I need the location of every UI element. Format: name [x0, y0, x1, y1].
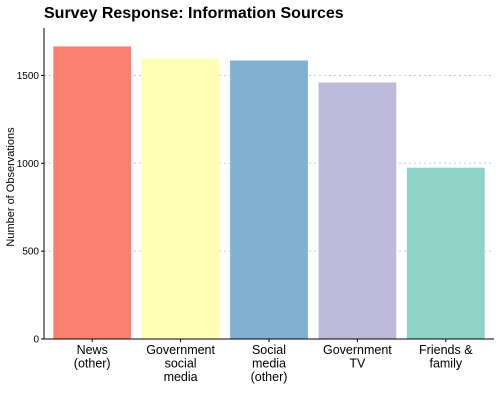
y-tick-label: 500: [22, 247, 39, 258]
y-tick-label: 1500: [17, 71, 40, 82]
bar: [318, 82, 397, 339]
y-axis-label: Number of Observations: [5, 127, 17, 247]
x-tick-label-line: Friends &: [419, 343, 473, 357]
bar: [406, 167, 485, 339]
x-tick-label-line: media: [164, 370, 198, 384]
x-tick-label-line: family: [429, 357, 462, 371]
x-tick-label: Government social media: [146, 343, 215, 384]
x-tick-label-line: (other): [251, 370, 288, 384]
x-tick-label-line: Social: [252, 343, 286, 357]
x-tick-label-line: (other): [74, 357, 111, 371]
y-tick-label: 1000: [17, 159, 40, 170]
y-tick-label: 0: [33, 335, 39, 346]
x-tick-label-line: Government: [323, 343, 392, 357]
x-tick-label: Friends & family: [419, 343, 473, 371]
x-tick-label: Government TV: [323, 343, 392, 371]
x-tick-label-line: TV: [349, 357, 366, 371]
x-tick-label-line: social: [165, 357, 197, 371]
bar: [53, 46, 132, 339]
x-tick-label-line: Government: [146, 343, 215, 357]
chart-title: Survey Response: Information Sources: [44, 5, 344, 22]
x-tick-label: Social media (other): [251, 343, 288, 384]
bar: [230, 60, 308, 340]
x-tick-label-line: News: [77, 343, 108, 357]
bars: [53, 46, 485, 340]
y-axis-ticks: 0 500 1000 1500: [17, 71, 44, 346]
x-tick-label-line: media: [252, 357, 286, 371]
x-tick-label: News (other): [74, 343, 111, 371]
bar: [141, 58, 220, 339]
